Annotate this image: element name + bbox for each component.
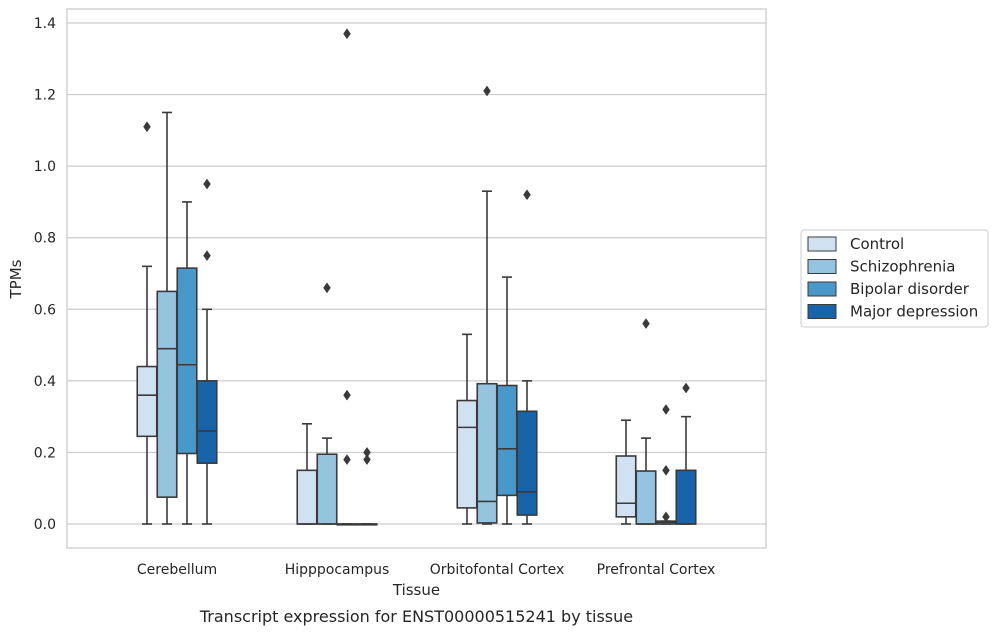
box-group	[675, 382, 697, 525]
y-tick-label: 0.4	[34, 374, 56, 390]
outlier-point	[483, 85, 491, 97]
box-group	[496, 276, 518, 525]
box-group	[635, 318, 657, 525]
legend-swatch	[807, 304, 837, 319]
outlier-point	[203, 178, 211, 190]
box	[635, 470, 657, 525]
box	[496, 384, 518, 497]
x-tick-label: Prefrontal Cortex	[597, 562, 716, 578]
legend-swatch	[807, 259, 837, 274]
y-tick-label: 1.0	[34, 159, 56, 175]
y-tick-label: 1.4	[34, 16, 56, 32]
box	[136, 365, 158, 438]
box-group	[316, 282, 338, 525]
legend: Control Schizophrenia Bipolar disorder Majo…	[800, 229, 989, 328]
outlier-point	[662, 464, 670, 476]
x-axis-label: Tissue	[392, 581, 440, 599]
y-axis-label: TPMs	[7, 259, 25, 299]
legend-label: Control	[850, 235, 904, 253]
outlier-point	[363, 454, 371, 466]
x-tick-label: Orbitofontal Cortex	[430, 562, 565, 578]
box-group	[176, 201, 198, 525]
outlier-point	[323, 282, 331, 294]
box-group	[356, 446, 378, 526]
box-group	[476, 85, 498, 525]
box-group	[156, 111, 178, 525]
x-tick-label: Hipppocampus	[285, 562, 390, 578]
x-tick-labels: Cerebellum Hipppocampus Orbitofontal Corte…	[137, 562, 715, 578]
box	[615, 455, 637, 518]
legend-label: Major depression	[850, 303, 978, 321]
y-tick-label: 1.2	[34, 88, 56, 104]
outlier-point	[682, 382, 690, 394]
box	[316, 453, 338, 525]
box-group	[516, 189, 538, 525]
box-group	[655, 404, 677, 525]
outlier-point	[343, 454, 351, 466]
plot-frame	[66, 8, 767, 549]
legend-swatch	[807, 281, 837, 297]
y-tick-label: 0.2	[34, 445, 56, 461]
outlier-point	[662, 404, 670, 415]
box	[516, 410, 538, 516]
x-tick-label: Cerebellum	[137, 562, 217, 578]
outlier-point	[343, 389, 351, 401]
legend-swatch	[807, 236, 837, 252]
box-group	[456, 333, 478, 525]
box	[176, 267, 198, 455]
box-group	[336, 28, 358, 526]
legend-label: Bipolar disorder	[850, 280, 970, 298]
box	[456, 399, 478, 509]
outlier-point	[343, 28, 351, 40]
outlier-point	[203, 250, 211, 262]
legend-label: Schizophrenia	[850, 258, 955, 276]
box-group	[296, 422, 318, 525]
outlier-point	[642, 318, 650, 330]
box	[196, 380, 218, 464]
outlier-point	[143, 121, 151, 133]
box	[156, 290, 178, 498]
y-tick-label: 0.0	[34, 517, 56, 533]
chart-caption: Transcript expression for ENST0000051524…	[199, 607, 633, 626]
outlier-point	[662, 511, 670, 523]
box	[675, 469, 697, 525]
box-group	[136, 121, 158, 525]
box-group	[196, 178, 218, 525]
outlier-point	[523, 189, 531, 201]
box-group	[615, 419, 637, 525]
box	[296, 469, 318, 525]
y-tick-labels: 0.0 0.2 0.4 0.6 0.8 1.0 1.2 1.4	[34, 16, 56, 533]
legend-frame	[800, 229, 989, 328]
box-layer	[136, 28, 697, 526]
y-tick-label: 0.8	[34, 231, 56, 247]
y-tick-label: 0.6	[34, 302, 56, 318]
